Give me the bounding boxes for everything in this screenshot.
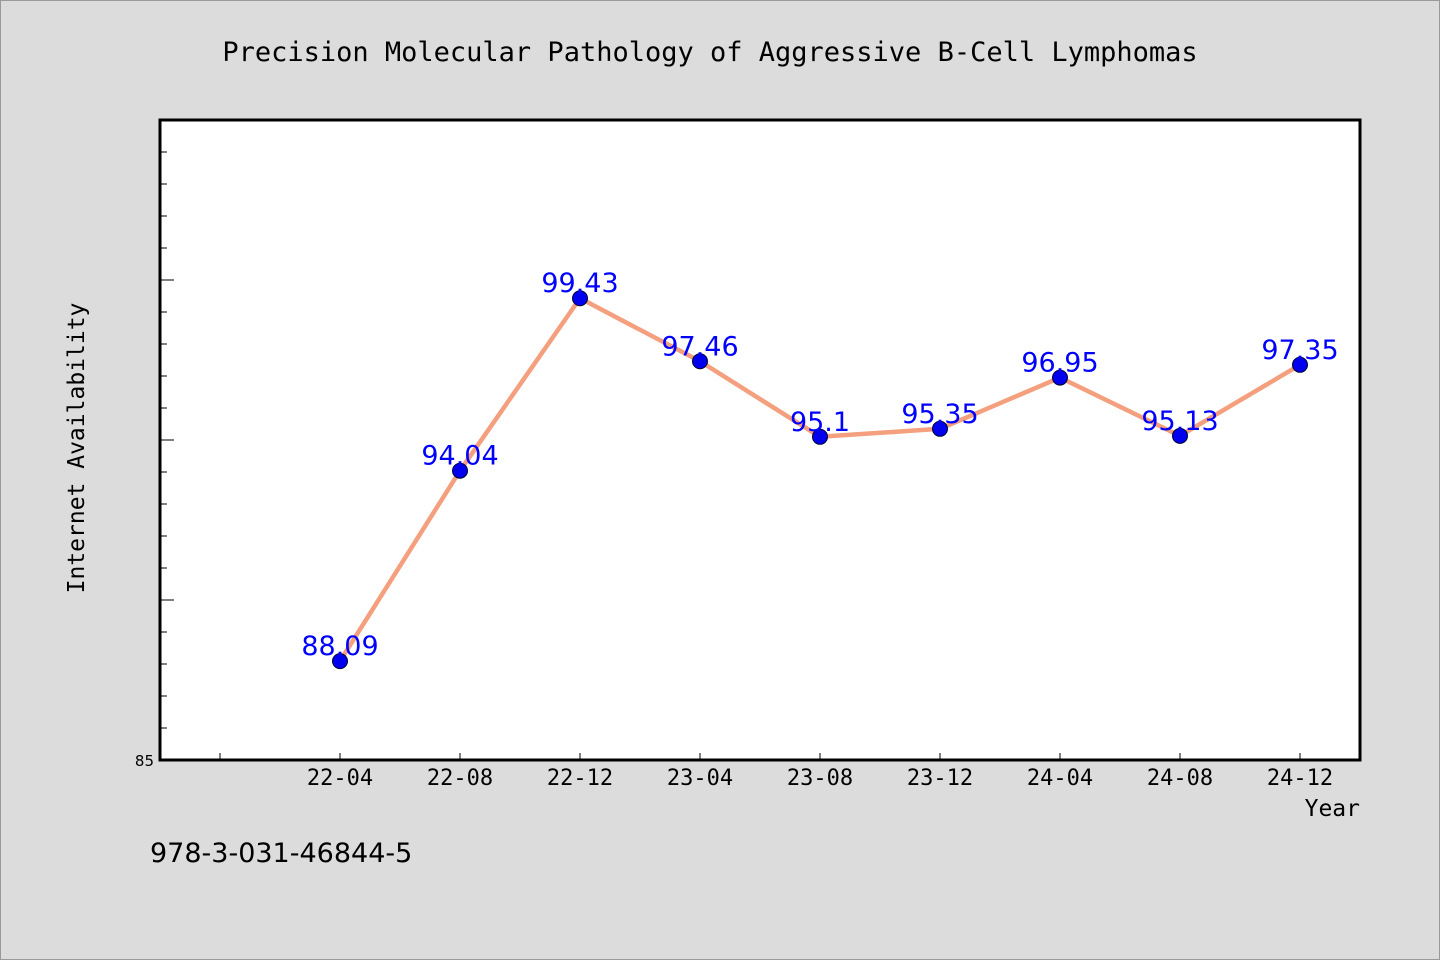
data-point [452,462,468,479]
data-point [1052,369,1068,386]
data-label: 97.35 [1261,335,1338,366]
x-tick-label: 22-08 [427,766,493,791]
x-tick-label: 22-12 [547,766,613,791]
x-tick-label: 24-04 [1027,766,1093,791]
data-label: 96.95 [1021,348,1098,379]
data-label: 94.04 [421,441,498,472]
chart-title: Precision Molecular Pathology of Aggress… [222,37,1197,68]
data-point [572,290,588,307]
x-tick-labels: 22-04 22-08 22-12 23-04 23-08 23-12 24-04 24-08… [307,766,1333,791]
data-label: 97.46 [661,331,738,362]
data-label: 95.13 [1141,406,1218,437]
x-tick-label: 24-08 [1147,766,1213,791]
data-label: 95.1 [790,407,850,438]
x-tick-label: 24-12 [1267,766,1333,791]
y-axis-label: Internet Availability [64,303,90,594]
data-label: 99.43 [541,268,618,299]
x-tick-label: 22-04 [307,766,373,791]
data-point [1292,356,1308,373]
data-point [332,653,348,670]
data-point [932,420,948,437]
y-tick-labels: 85 [135,752,154,770]
data-label: 95.35 [901,399,978,430]
data-markers [332,290,1308,670]
data-point [1172,427,1188,444]
y-tick-label: 85 [135,752,154,770]
x-tick-label: 23-04 [667,766,733,791]
axis-ticks [160,151,1301,760]
data-point [812,428,828,445]
data-labels: 88.09 94.04 99.43 97.46 95.1 95.35 96.95 95.13 9… [301,268,1338,662]
x-axis-label: Year [1305,796,1360,822]
plot-area [158,118,1362,762]
isbn-footer: 978-3-031-46844-5 [150,838,412,869]
data-label: 88.09 [301,631,378,662]
x-tick-label: 23-12 [907,766,973,791]
data-point [692,353,708,370]
x-tick-label: 23-08 [787,766,853,791]
